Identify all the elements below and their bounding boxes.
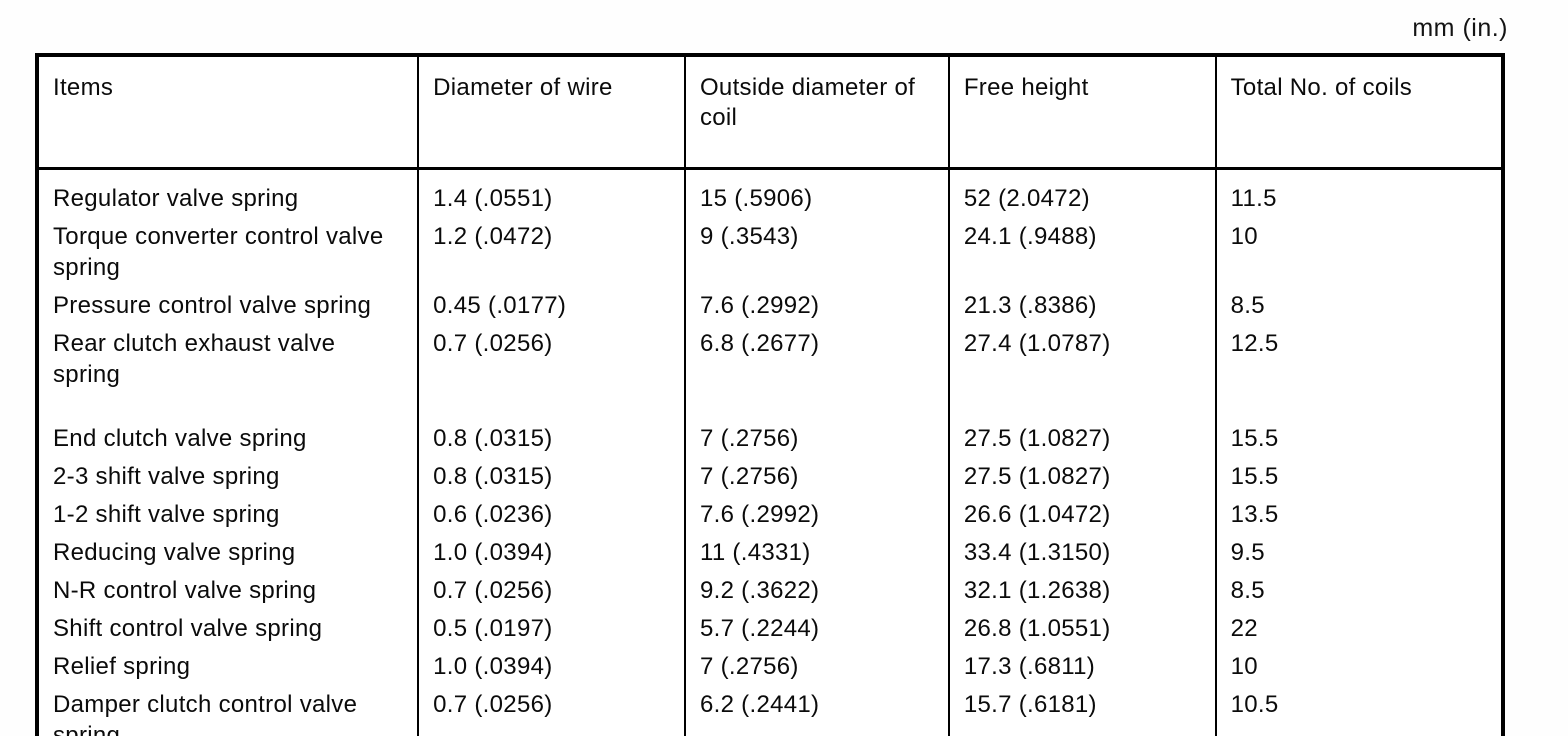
table-row: Damper clutch control valve spring 0.7 (… bbox=[37, 686, 1503, 736]
outside-diameter-cell: 7 (.2756) bbox=[683, 648, 949, 686]
outside-diameter-cell: 9.2 (.3622) bbox=[683, 572, 949, 610]
free-height-cell: 26.8 (1.0551) bbox=[947, 610, 1216, 648]
outside-diameter-cell: 11 (.4331) bbox=[683, 534, 949, 572]
item-cell: Torque converter control valve spring bbox=[53, 223, 384, 281]
table-row: N-R control valve spring 0.7 (.0256) 9.2… bbox=[37, 572, 1503, 610]
wire-diameter-cell: 0.7 (.0256) bbox=[417, 572, 685, 610]
wire-diameter-cell: 0.8 (.0315) bbox=[417, 458, 685, 496]
total-coils-cell: 9.5 bbox=[1214, 534, 1503, 572]
free-height-cell: 32.1 (1.2638) bbox=[947, 572, 1216, 610]
outside-diameter-cell: 7.6 (.2992) bbox=[683, 496, 949, 534]
item-cell: Pressure control valve spring bbox=[53, 292, 372, 319]
free-height-cell: 26.6 (1.0472) bbox=[947, 496, 1216, 534]
item-cell: Shift control valve spring bbox=[53, 615, 323, 642]
outside-diameter-cell: 6.2 (.2441) bbox=[683, 686, 949, 736]
free-height-cell: 27.5 (1.0827) bbox=[947, 420, 1216, 458]
free-height-cell: 27.4 (1.0787) bbox=[947, 325, 1216, 420]
wire-diameter-cell: 1.2 (.0472) bbox=[417, 218, 685, 287]
item-cell: N-R control valve spring bbox=[53, 577, 317, 604]
column-header-free-height: Free height bbox=[947, 55, 1216, 170]
total-coils-cell: 15.5 bbox=[1214, 420, 1503, 458]
header-row: Items Diameter of wire Outside diameter … bbox=[37, 55, 1503, 170]
column-header-items: Items bbox=[37, 55, 419, 170]
column-header-wire-diameter: Diameter of wire bbox=[417, 55, 685, 170]
item-cell: Regulator valve spring bbox=[53, 185, 299, 212]
outside-diameter-cell: 7 (.2756) bbox=[683, 458, 949, 496]
item-cell: 2-3 shift valve spring bbox=[53, 463, 280, 490]
outside-diameter-cell: 7.6 (.2992) bbox=[683, 287, 949, 325]
column-header-total-coils: Total No. of coils bbox=[1214, 55, 1503, 170]
total-coils-cell: 8.5 bbox=[1214, 572, 1503, 610]
total-coils-cell: 22 bbox=[1214, 610, 1503, 648]
table-header: Items Diameter of wire Outside diameter … bbox=[37, 55, 1503, 170]
free-height-cell: 15.7 (.6181) bbox=[947, 686, 1216, 736]
wire-diameter-cell: 0.8 (.0315) bbox=[417, 420, 685, 458]
table-row: 2-3 shift valve spring 0.8 (.0315) 7 (.2… bbox=[37, 458, 1503, 496]
outside-diameter-cell: 6.8 (.2677) bbox=[683, 325, 949, 420]
wire-diameter-cell: 0.7 (.0256) bbox=[417, 325, 685, 420]
table-row: Torque converter control valve spring 1.… bbox=[37, 218, 1503, 287]
wire-diameter-cell: 1.4 (.0551) bbox=[417, 168, 685, 218]
free-height-cell: 27.5 (1.0827) bbox=[947, 458, 1216, 496]
total-coils-cell: 10.5 bbox=[1214, 686, 1503, 736]
total-coils-cell: 8.5 bbox=[1214, 287, 1503, 325]
outside-diameter-cell: 15 (.5906) bbox=[683, 168, 949, 218]
table-row: Shift control valve spring 0.5 (.0197) 5… bbox=[37, 610, 1503, 648]
outside-diameter-cell: 5.7 (.2244) bbox=[683, 610, 949, 648]
total-coils-cell: 15.5 bbox=[1214, 458, 1503, 496]
wire-diameter-cell: 1.0 (.0394) bbox=[417, 648, 685, 686]
item-cell: Reducing valve spring bbox=[53, 539, 296, 566]
table-row: Regulator valve spring 1.4 (.0551) 15 (.… bbox=[37, 168, 1503, 218]
item-cell: Rear clutch exhaust valve spring bbox=[53, 330, 336, 388]
wire-diameter-cell: 0.7 (.0256) bbox=[417, 686, 685, 736]
item-cell: Relief spring bbox=[53, 653, 191, 680]
wire-diameter-cell: 0.45 (.0177) bbox=[417, 287, 685, 325]
free-height-cell: 21.3 (.8386) bbox=[947, 287, 1216, 325]
spring-spec-table: Items Diameter of wire Outside diameter … bbox=[35, 53, 1505, 736]
free-height-cell: 24.1 (.9488) bbox=[947, 218, 1216, 287]
wire-diameter-cell: 1.0 (.0394) bbox=[417, 534, 685, 572]
outside-diameter-cell: 9 (.3543) bbox=[683, 218, 949, 287]
total-coils-cell: 10 bbox=[1214, 218, 1503, 287]
free-height-cell: 33.4 (1.3150) bbox=[947, 534, 1216, 572]
total-coils-cell: 13.5 bbox=[1214, 496, 1503, 534]
item-cell: End clutch valve spring bbox=[53, 425, 307, 452]
total-coils-cell: 10 bbox=[1214, 648, 1503, 686]
table-row: Pressure control valve spring 0.45 (.017… bbox=[37, 287, 1503, 325]
outside-diameter-cell: 7 (.2756) bbox=[683, 420, 949, 458]
table-row: End clutch valve spring 0.8 (.0315) 7 (.… bbox=[37, 420, 1503, 458]
table-row: 1-2 shift valve spring 0.6 (.0236) 7.6 (… bbox=[37, 496, 1503, 534]
units-note: mm (in.) bbox=[1412, 14, 1508, 42]
free-height-cell: 17.3 (.6811) bbox=[947, 648, 1216, 686]
table-row: Rear clutch exhaust valve spring 0.7 (.0… bbox=[37, 325, 1503, 420]
table-body: Regulator valve spring 1.4 (.0551) 15 (.… bbox=[37, 168, 1503, 736]
wire-diameter-cell: 0.5 (.0197) bbox=[417, 610, 685, 648]
item-cell: Damper clutch control valve spring bbox=[53, 691, 358, 736]
table-row: Reducing valve spring 1.0 (.0394) 11 (.4… bbox=[37, 534, 1503, 572]
item-cell: 1-2 shift valve spring bbox=[53, 501, 280, 528]
column-header-outside-diameter: Outside diameter of coil bbox=[683, 55, 949, 170]
table-row: Relief spring 1.0 (.0394) 7 (.2756) 17.3… bbox=[37, 648, 1503, 686]
total-coils-cell: 12.5 bbox=[1214, 325, 1503, 420]
free-height-cell: 52 (2.0472) bbox=[947, 168, 1216, 218]
wire-diameter-cell: 0.6 (.0236) bbox=[417, 496, 685, 534]
total-coils-cell: 11.5 bbox=[1214, 168, 1503, 218]
